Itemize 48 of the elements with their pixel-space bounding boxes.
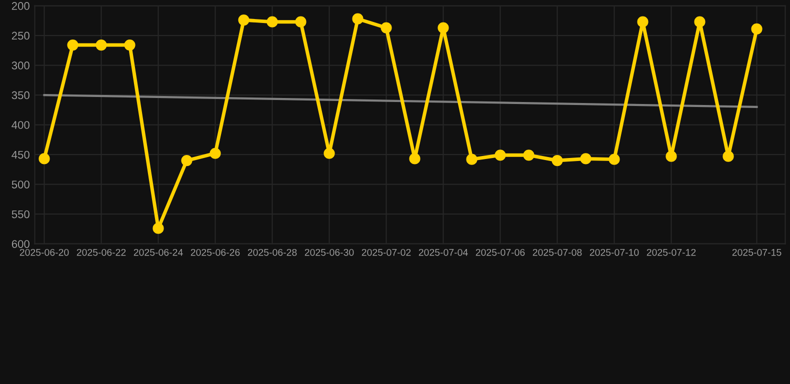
y-tick-label: 300 <box>12 62 30 70</box>
point <box>466 154 478 165</box>
point <box>580 153 592 164</box>
y-tick-label: 350 <box>12 91 30 100</box>
x-tick-label: 2025-06-28 <box>248 248 297 256</box>
y-tick-label: 550 <box>12 210 30 218</box>
point <box>409 153 420 164</box>
point <box>67 39 78 51</box>
point <box>324 148 335 159</box>
y-tick-label: 600 <box>12 240 30 248</box>
y-tick-label: 450 <box>12 150 30 159</box>
point <box>666 150 677 162</box>
point <box>96 39 107 51</box>
x-tick-label: 2025-07-06 <box>476 248 525 256</box>
point <box>352 13 364 24</box>
x-tick-label: 2025-06-30 <box>304 248 354 256</box>
x-tick-label: 2025-07-15 <box>732 248 782 256</box>
point <box>552 154 563 166</box>
x-tick-label: 2025-07-08 <box>532 248 582 256</box>
point <box>722 150 734 162</box>
point <box>266 16 278 28</box>
y-tick-label: 500 <box>12 180 30 188</box>
x-tick-label: 2025-06-26 <box>190 248 240 256</box>
x-tick-label: 2025-07-10 <box>590 248 639 256</box>
point <box>751 23 762 35</box>
x-tick-label: 2025-07-12 <box>646 248 696 256</box>
y-tick-label: 250 <box>12 32 30 40</box>
x-tick-label: 2025-06-24 <box>134 248 183 256</box>
y-tick-label: 400 <box>12 121 30 129</box>
point <box>608 154 620 165</box>
point <box>438 22 449 34</box>
point <box>380 22 392 34</box>
x-tick-label: 2025-07-02 <box>362 248 411 256</box>
x-tick-label: 2025-07-04 <box>418 248 468 256</box>
point <box>38 153 50 164</box>
point <box>238 14 250 26</box>
point <box>523 150 534 161</box>
point <box>494 150 506 161</box>
point <box>295 16 306 28</box>
x-tick-label: 2025-06-20 <box>20 248 69 256</box>
point <box>210 148 221 159</box>
point <box>694 16 706 28</box>
point <box>124 39 136 51</box>
x-tick-label: 2025-06-22 <box>76 248 126 256</box>
point <box>152 222 164 234</box>
point <box>181 154 192 166</box>
y-tick-label: 200 <box>12 2 30 10</box>
point <box>637 16 648 28</box>
